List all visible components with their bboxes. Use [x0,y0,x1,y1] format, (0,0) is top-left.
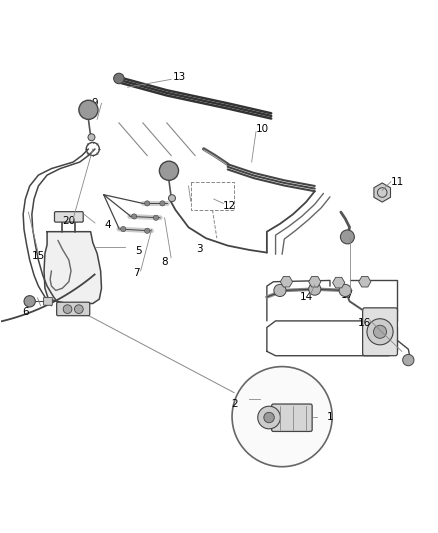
Text: 3: 3 [196,244,203,254]
Circle shape [24,296,35,307]
Text: 8: 8 [161,257,168,267]
Circle shape [160,201,165,206]
Circle shape [169,195,176,201]
Polygon shape [374,183,391,202]
FancyBboxPatch shape [363,308,397,356]
FancyBboxPatch shape [54,212,83,222]
Circle shape [131,214,137,219]
Text: 20: 20 [62,216,75,226]
Text: 2: 2 [231,399,237,409]
FancyBboxPatch shape [44,297,52,305]
Circle shape [340,230,354,244]
Text: 12: 12 [223,200,237,211]
FancyBboxPatch shape [57,302,90,316]
Text: 1: 1 [327,411,333,422]
Circle shape [274,284,286,296]
Circle shape [264,413,274,423]
FancyBboxPatch shape [272,404,312,431]
Circle shape [79,100,98,119]
Polygon shape [309,277,321,287]
Circle shape [367,319,393,345]
Polygon shape [359,277,371,287]
Circle shape [339,284,351,296]
Polygon shape [280,277,293,287]
Circle shape [159,161,179,180]
Text: 16: 16 [358,318,371,328]
Text: 10: 10 [256,124,269,134]
Circle shape [258,406,280,429]
Circle shape [114,73,124,84]
Circle shape [374,325,387,338]
Circle shape [88,134,95,141]
Circle shape [145,228,150,233]
Circle shape [309,283,321,295]
Circle shape [120,227,126,232]
Text: 5: 5 [135,246,142,256]
Polygon shape [332,277,345,288]
Text: 13: 13 [173,72,187,82]
Text: 17: 17 [341,290,354,300]
Text: 14: 14 [300,292,313,302]
Text: 15: 15 [32,251,45,261]
Circle shape [403,354,414,366]
Text: 7: 7 [133,268,140,278]
Text: 9: 9 [92,98,98,108]
Circle shape [232,367,332,467]
Circle shape [153,215,159,220]
Text: 6: 6 [22,307,28,317]
Text: 4: 4 [105,220,111,230]
Circle shape [63,305,72,313]
Circle shape [145,201,150,206]
Polygon shape [44,232,102,303]
Circle shape [74,305,83,313]
Text: 11: 11 [391,176,404,187]
